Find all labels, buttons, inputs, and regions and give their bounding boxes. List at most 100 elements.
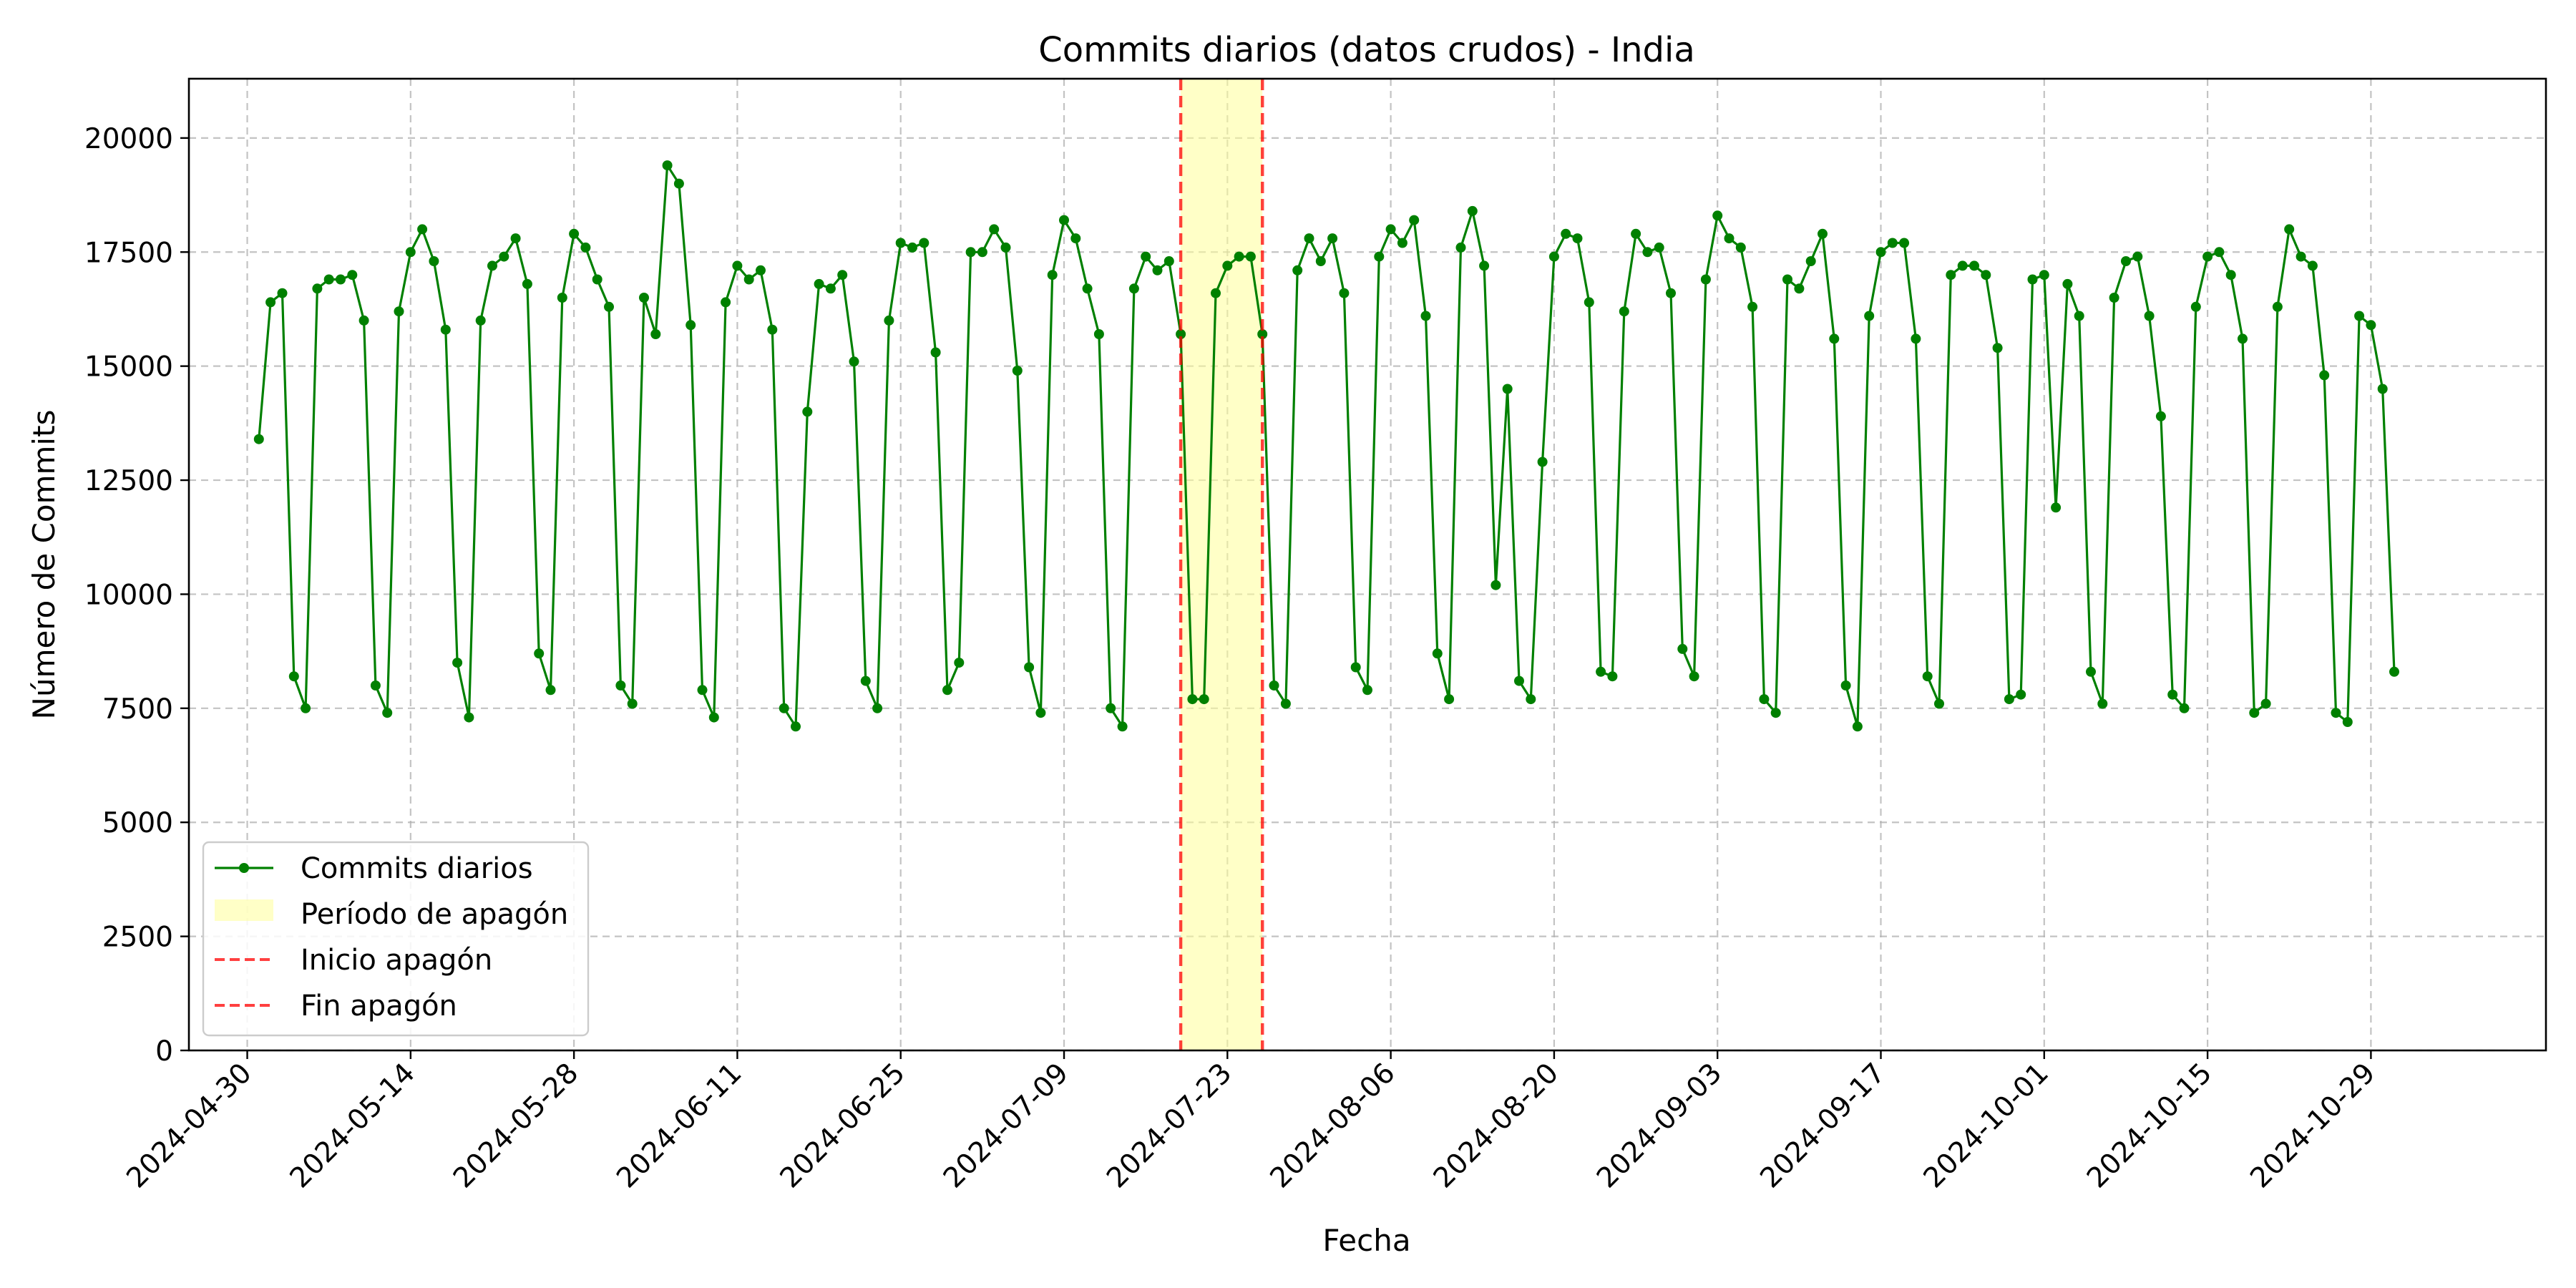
data-point <box>1561 228 1571 239</box>
data-point <box>1596 666 1606 677</box>
x-tick-label: 2024-10-15 <box>2081 1057 2218 1194</box>
data-point <box>1537 457 1548 467</box>
data-point <box>837 270 848 280</box>
data-point <box>1432 648 1443 659</box>
data-point <box>1619 306 1629 317</box>
data-point <box>1548 251 1559 262</box>
data-point <box>756 265 766 275</box>
y-tick-label: 15000 <box>84 351 173 384</box>
data-point <box>1700 274 1711 285</box>
data-point <box>1245 251 1256 262</box>
data-point <box>2307 260 2318 271</box>
data-point <box>569 228 580 239</box>
data-point <box>2319 370 2330 381</box>
data-point <box>1082 283 1093 294</box>
data-point <box>650 329 661 339</box>
data-point <box>2004 694 2014 705</box>
legend-swatch-outage <box>215 899 273 921</box>
legend-label-end: Fin apagón <box>301 990 457 1023</box>
data-point <box>977 247 987 258</box>
data-point <box>1934 698 1944 709</box>
data-point <box>1420 311 1431 321</box>
y-tick-label: 17500 <box>84 237 173 269</box>
data-point <box>2062 278 2073 289</box>
data-point <box>2296 251 2306 262</box>
data-point <box>1654 242 1664 253</box>
data-point <box>2144 311 2155 321</box>
data-point <box>872 703 883 713</box>
data-point <box>1409 215 1420 225</box>
y-tick-label: 0 <box>155 1035 173 1068</box>
data-point <box>487 260 497 271</box>
data-point <box>440 324 451 335</box>
x-tick-label: 2024-06-11 <box>610 1057 748 1194</box>
data-point <box>919 238 930 248</box>
data-point <box>580 242 591 253</box>
data-point <box>1747 301 1758 312</box>
data-point <box>2238 333 2248 344</box>
data-point <box>288 671 299 682</box>
legend-marker-commits <box>239 863 249 873</box>
data-point <box>2016 689 2026 700</box>
data-point <box>2086 666 2096 677</box>
data-point <box>639 293 649 303</box>
data-point <box>1735 242 1746 253</box>
data-point <box>1385 224 1396 235</box>
x-tick-label: 2024-06-25 <box>774 1057 912 1194</box>
data-point <box>1514 675 1524 686</box>
data-point <box>336 274 346 285</box>
y-tick-label: 2500 <box>102 922 173 954</box>
x-tick-label: 2024-07-09 <box>937 1057 1075 1194</box>
y-tick-label: 12500 <box>84 465 173 497</box>
data-point <box>2389 666 2399 677</box>
data-point <box>464 712 474 723</box>
data-point <box>1770 708 1781 718</box>
data-point <box>2039 270 2049 280</box>
data-point <box>2027 274 2038 285</box>
legend-label-outage-period: Período de apagón <box>301 898 568 931</box>
data-point <box>1141 251 1151 262</box>
data-point <box>1117 721 1128 732</box>
data-point <box>382 708 393 718</box>
data-point <box>1631 228 1641 239</box>
data-point <box>907 242 917 253</box>
data-point <box>743 274 754 285</box>
data-point <box>2051 502 2062 513</box>
data-point <box>301 703 311 713</box>
data-point <box>405 247 416 258</box>
data-point <box>1315 256 1326 266</box>
data-point <box>814 278 824 289</box>
data-point <box>2377 384 2388 394</box>
x-tick-label: 2024-08-06 <box>1264 1057 1402 1194</box>
data-point <box>697 685 708 696</box>
data-point <box>475 315 486 326</box>
data-point <box>265 297 276 308</box>
data-point <box>1199 694 1209 705</box>
data-point <box>1981 270 1991 280</box>
data-point <box>1829 333 1840 344</box>
data-point <box>2132 251 2143 262</box>
data-point <box>1397 238 1407 248</box>
data-point <box>2354 311 2365 321</box>
data-point <box>2121 256 2131 266</box>
data-point <box>1304 233 1314 244</box>
data-point <box>1724 233 1735 244</box>
data-point <box>2155 411 2166 421</box>
data-point <box>1818 228 1828 239</box>
outage-lines-layer <box>1179 79 1264 1050</box>
data-point <box>1350 662 1361 673</box>
x-tick-label: 2024-07-23 <box>1101 1057 1238 1194</box>
data-point <box>1712 210 1723 221</box>
data-point <box>1584 297 1594 308</box>
data-point <box>860 675 871 686</box>
legend-label-start: Inicio apagón <box>301 944 492 977</box>
data-point <box>1234 251 1244 262</box>
x-tick-label: 2024-10-29 <box>2244 1057 2381 1194</box>
data-point <box>1782 274 1792 285</box>
data-point <box>1502 384 1513 394</box>
data-point <box>2109 293 2119 303</box>
data-point <box>277 288 288 298</box>
data-point <box>1035 708 1046 718</box>
data-point <box>1642 247 1653 258</box>
